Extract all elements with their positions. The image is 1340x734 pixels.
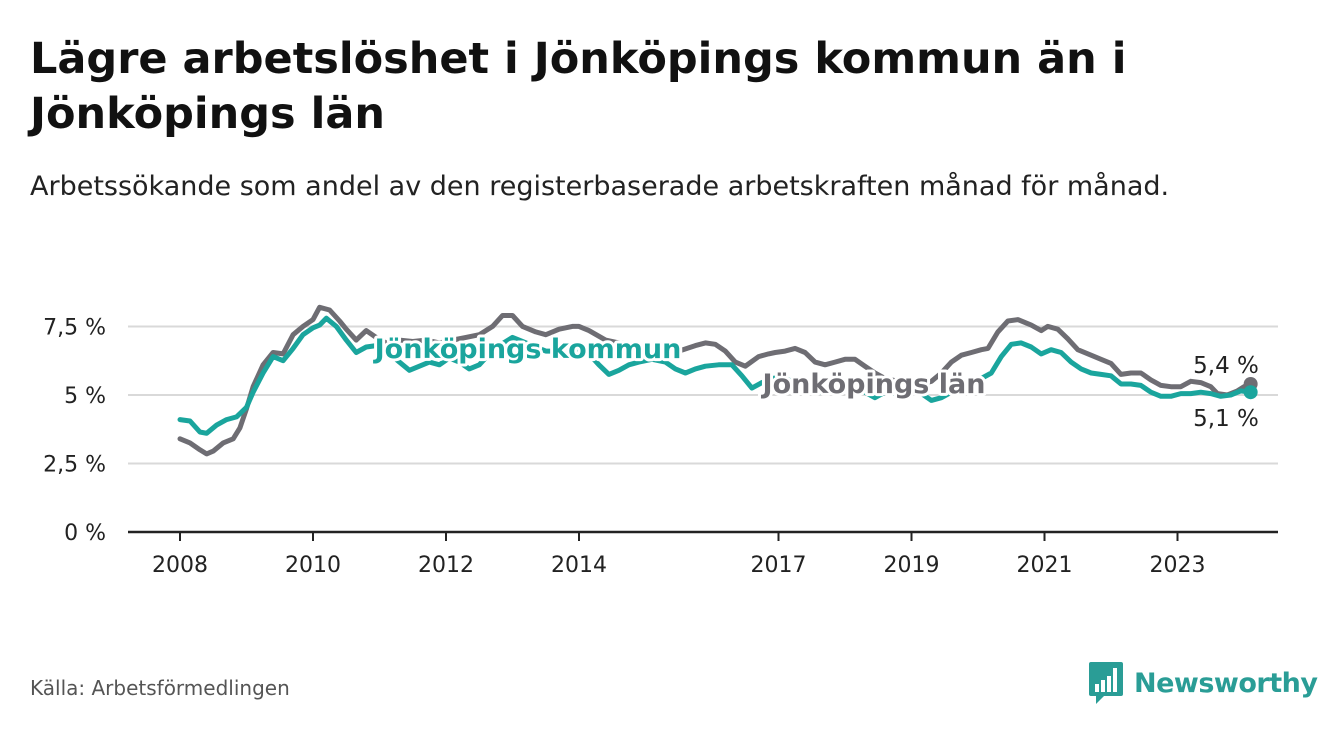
x-tick-label: 2019 bbox=[884, 553, 940, 578]
x-tick-label: 2008 bbox=[152, 553, 208, 578]
series-lines bbox=[177, 304, 1258, 457]
series-label-lan: Jönköpings län bbox=[761, 369, 986, 400]
grid-lines bbox=[128, 325, 1278, 465]
series-end-marker-kommun bbox=[1243, 385, 1258, 400]
y-tick-label: 2,5 % bbox=[43, 452, 106, 477]
x-tick-label: 2017 bbox=[751, 553, 807, 578]
x-tick-label: 2010 bbox=[285, 553, 341, 578]
series-labels: Jönköpings län 5,4 % Jönköpings kommun 5,1 … bbox=[370, 331, 1262, 435]
brand-logo: Newsworthy bbox=[1088, 660, 1318, 706]
chart-title: Lägre arbetslöshet i Jönköpings kommun ä… bbox=[30, 34, 1127, 139]
x-tick-label: 2021 bbox=[1017, 553, 1073, 578]
line-chart: 0 % 2,5 % 5 % 7,5 % 2008 2010 2012 2014 2017 201… bbox=[43, 304, 1278, 578]
y-tick-label: 7,5 % bbox=[43, 315, 106, 340]
y-tick-label: 0 % bbox=[64, 521, 106, 546]
newsworthy-logo-icon bbox=[1089, 662, 1123, 704]
brand-name: Newsworthy bbox=[1134, 667, 1318, 699]
x-axis-tick-labels: 2008 2010 2012 2014 2017 2019 2021 2023 bbox=[152, 553, 1206, 578]
source-note: Källa: Arbetsförmedlingen bbox=[30, 676, 290, 700]
series-line-kommun bbox=[177, 315, 1254, 436]
chart-subtitle: Arbetssökande som andel av den registerb… bbox=[30, 171, 1170, 202]
y-tick-label: 5 % bbox=[64, 384, 106, 409]
series-label-kommun: Jönköpings kommun bbox=[373, 334, 682, 365]
x-tick-label: 2012 bbox=[418, 553, 474, 578]
series-end-label-kommun: 5,1 % bbox=[1193, 406, 1259, 432]
series-line-lan bbox=[177, 304, 1254, 457]
x-tick-label: 2023 bbox=[1150, 553, 1206, 578]
x-axis bbox=[128, 530, 1278, 541]
series-end-label-lan: 5,4 % bbox=[1193, 353, 1259, 379]
x-tick-label: 2014 bbox=[551, 553, 607, 578]
y-axis-tick-labels: 0 % 2,5 % 5 % 7,5 % bbox=[43, 315, 106, 546]
